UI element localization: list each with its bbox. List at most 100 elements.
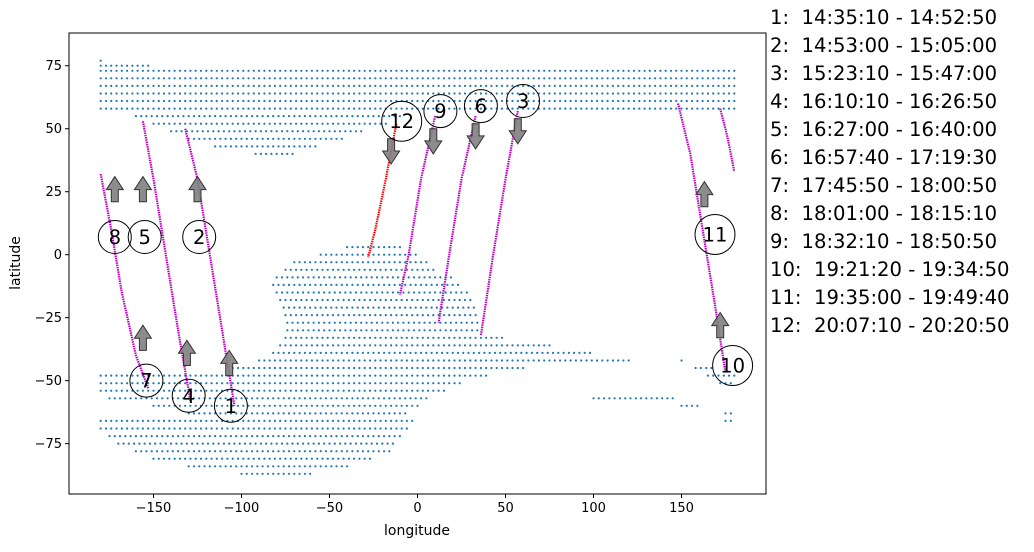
land-point xyxy=(712,374,715,377)
land-point xyxy=(162,374,166,377)
land-point xyxy=(157,77,160,80)
land-point xyxy=(388,306,391,309)
land-point xyxy=(247,122,250,125)
land-point xyxy=(268,69,271,72)
land-point xyxy=(236,69,240,72)
land-point xyxy=(622,77,625,80)
land-point xyxy=(427,389,430,392)
land-point xyxy=(284,268,287,271)
land-point xyxy=(282,115,285,118)
land-point xyxy=(453,359,456,362)
land-point xyxy=(532,344,535,347)
land-point xyxy=(340,283,343,286)
land-point xyxy=(368,419,372,422)
land-point xyxy=(284,77,287,80)
land-point xyxy=(331,84,335,87)
land-point xyxy=(236,92,240,95)
land-point xyxy=(342,298,345,302)
land-point xyxy=(685,69,688,72)
land-point xyxy=(390,366,393,370)
land-point xyxy=(372,246,375,249)
land-point xyxy=(136,374,139,377)
land-point xyxy=(388,283,391,286)
land-point xyxy=(224,115,227,118)
land-point xyxy=(335,465,338,468)
land-point xyxy=(664,77,667,80)
land-point xyxy=(305,382,308,385)
land-point xyxy=(342,419,345,422)
land-point xyxy=(719,382,722,385)
land-point xyxy=(384,336,387,339)
land-point xyxy=(198,115,201,118)
land-point xyxy=(368,298,372,302)
land-point xyxy=(601,77,604,80)
land-point xyxy=(379,107,382,110)
land-point xyxy=(268,99,271,103)
land-point xyxy=(622,92,625,95)
land-point xyxy=(358,77,361,80)
land-point xyxy=(337,457,340,460)
land-point xyxy=(562,351,565,354)
land-point xyxy=(400,314,403,317)
land-point xyxy=(321,69,324,72)
land-point xyxy=(400,268,403,271)
land-point xyxy=(395,427,398,430)
land-point xyxy=(303,115,306,118)
land-point xyxy=(168,404,171,407)
land-point xyxy=(115,64,118,67)
land-point xyxy=(178,457,181,460)
land-point xyxy=(279,298,282,302)
land-point xyxy=(289,314,292,317)
land-point xyxy=(305,344,308,347)
land-point xyxy=(398,435,401,438)
land-point xyxy=(331,457,335,460)
land-point xyxy=(353,268,356,271)
land-point xyxy=(221,374,224,377)
land-point xyxy=(377,412,380,415)
land-point xyxy=(215,107,218,110)
land-point xyxy=(168,122,171,125)
land-point xyxy=(205,122,208,125)
land-point xyxy=(319,137,322,140)
land-point xyxy=(141,64,144,67)
land-point xyxy=(268,77,271,80)
land-point xyxy=(147,99,150,103)
land-point xyxy=(522,92,525,95)
land-point xyxy=(124,435,127,438)
land-point xyxy=(543,84,546,87)
land-point xyxy=(126,419,129,422)
land-point xyxy=(472,306,475,309)
land-point xyxy=(358,366,361,370)
land-point xyxy=(303,412,306,415)
land-point xyxy=(368,427,372,430)
land-point xyxy=(664,69,667,72)
land-point xyxy=(324,435,328,438)
direction-arrow-7 xyxy=(133,324,153,351)
land-point xyxy=(485,336,488,339)
land-point xyxy=(701,77,704,80)
land-point xyxy=(432,77,435,80)
land-point xyxy=(324,115,328,118)
land-point xyxy=(390,99,393,103)
land-point xyxy=(347,366,350,370)
land-point xyxy=(400,298,403,302)
land-point xyxy=(335,137,338,140)
land-point xyxy=(395,389,398,392)
land-point xyxy=(120,389,123,392)
land-point xyxy=(219,137,222,140)
land-point xyxy=(411,84,414,87)
land-point xyxy=(210,99,213,103)
land-point xyxy=(727,99,731,103)
land-point xyxy=(337,107,340,110)
land-point xyxy=(474,69,477,72)
land-point xyxy=(342,374,345,377)
land-point xyxy=(643,69,646,72)
land-point xyxy=(305,359,308,362)
land-point xyxy=(192,137,196,140)
land-point xyxy=(393,351,396,354)
land-point xyxy=(291,329,294,332)
land-point xyxy=(162,427,166,430)
land-point xyxy=(419,397,423,400)
land-point xyxy=(390,77,393,80)
land-point xyxy=(331,298,335,302)
